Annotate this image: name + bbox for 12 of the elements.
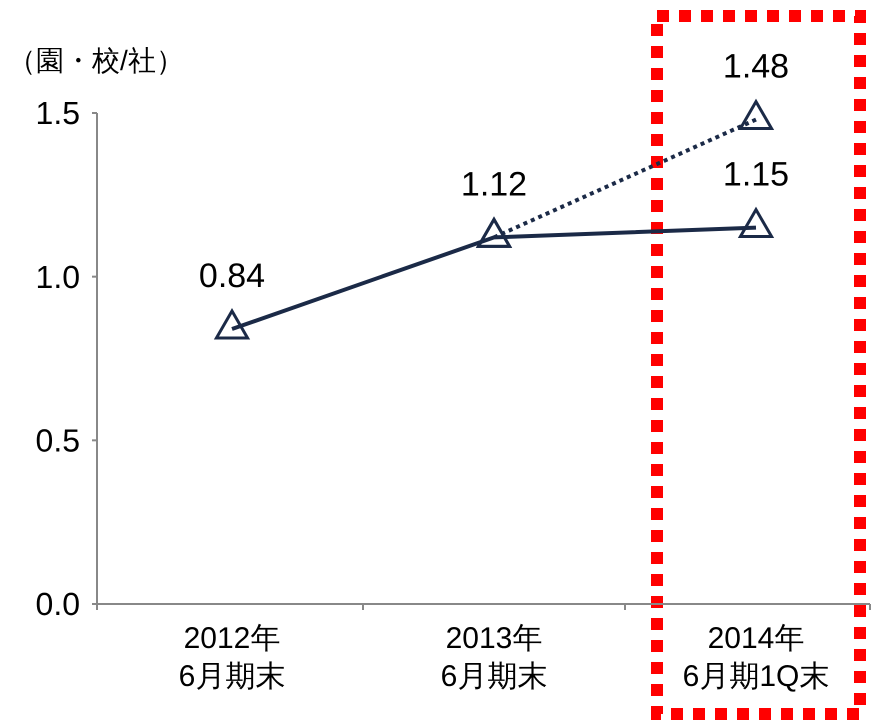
data-label: 1.48 <box>722 48 790 86</box>
data-label: 1.15 <box>722 156 790 194</box>
x-tick-label: 2014年 6月期1Q末 <box>682 622 830 693</box>
x-tick-label: 2012年 6月期末 <box>178 622 286 693</box>
data-label: 1.12 <box>460 165 528 204</box>
y-tick-label: 1.5 <box>36 95 80 132</box>
y-axis-title: （園・校/社） <box>8 45 184 76</box>
y-tick-label: 0.0 <box>36 586 80 622</box>
x-tick-label: 2013年 6月期末 <box>440 622 548 693</box>
data-label: 0.84 <box>198 257 266 296</box>
y-tick-label: 1.0 <box>36 258 80 295</box>
y-tick-label: 0.5 <box>36 422 80 459</box>
